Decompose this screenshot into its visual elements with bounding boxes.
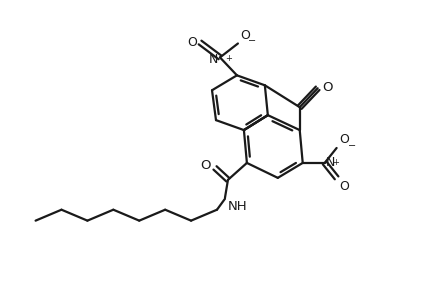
Text: O: O	[240, 29, 250, 41]
Text: +: +	[333, 158, 340, 167]
Text: −: −	[347, 141, 356, 151]
Text: O: O	[200, 159, 211, 172]
Text: NH: NH	[228, 200, 248, 213]
Text: O: O	[322, 81, 333, 94]
Text: O: O	[340, 133, 350, 146]
Text: N: N	[326, 156, 335, 169]
Text: −: −	[248, 36, 256, 46]
Text: O: O	[340, 180, 350, 193]
Text: O: O	[187, 36, 197, 49]
Text: N: N	[209, 53, 218, 66]
Text: +: +	[225, 54, 232, 64]
